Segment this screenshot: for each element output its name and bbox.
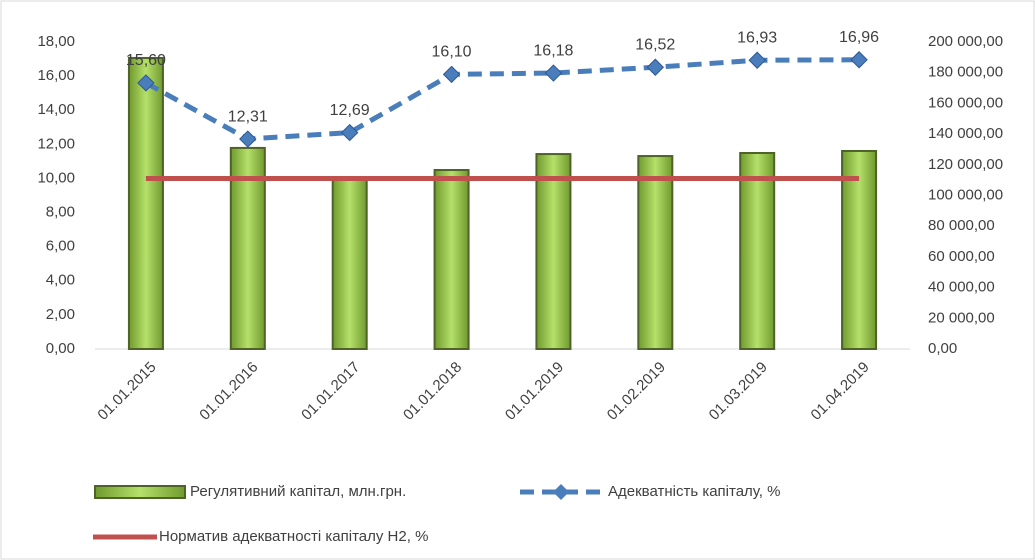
y2-tick-label: 60 000,00 (928, 248, 995, 265)
y-tick-label: 8,00 (46, 204, 75, 221)
bar (739, 151, 776, 350)
y2-tick-label: 180 000,00 (928, 64, 1003, 81)
y2-tick-label: 0,00 (928, 340, 957, 357)
line-series (144, 57, 860, 142)
y2-tick-label: 160 000,00 (928, 94, 1003, 111)
data-label: 16,93 (737, 29, 777, 46)
legend-label: Норматив адекватності капіталу Н2, % (159, 528, 428, 545)
bar (637, 155, 674, 350)
y2-tick-label: 40 000,00 (928, 279, 995, 296)
data-label: 16,96 (839, 29, 879, 46)
y2-tick-label: 20 000,00 (928, 309, 995, 326)
y-tick-label: 4,00 (46, 272, 75, 289)
line-marker (340, 123, 359, 142)
y-tick-label: 0,00 (46, 340, 75, 357)
y-tick-label: 6,00 (46, 238, 75, 255)
data-label: 16,52 (635, 36, 675, 53)
y2-tick-label: 200 000,00 (928, 33, 1003, 50)
legend-marker (553, 484, 569, 500)
legend-label: Адекватність капіталу, % (608, 483, 780, 500)
y2-tick-label: 120 000,00 (928, 156, 1003, 173)
line-marker (544, 64, 563, 82)
data-label: 15,60 (126, 52, 166, 69)
y2-tick-label: 140 000,00 (928, 125, 1003, 142)
data-label: 12,69 (330, 102, 370, 119)
bar (127, 56, 164, 351)
data-label: 16,10 (432, 44, 472, 61)
line-marker (239, 130, 257, 148)
data-label: 12,31 (228, 108, 268, 125)
bar (841, 149, 878, 350)
bar (331, 177, 368, 350)
bar (229, 146, 266, 350)
legend-swatch (94, 485, 186, 499)
y-tick-label: 12,00 (37, 135, 75, 152)
line-marker (442, 65, 461, 84)
bar (433, 169, 470, 350)
line-marker (748, 51, 766, 69)
line-marker (850, 51, 868, 69)
data-label: 16,18 (533, 42, 573, 59)
line-marker (646, 58, 665, 76)
y-tick-label: 10,00 (37, 169, 75, 186)
legend-label: Регулятивний капітал, млн.грн. (190, 483, 406, 500)
bar (535, 153, 572, 350)
y-tick-label: 14,00 (37, 101, 75, 118)
y-tick-label: 16,00 (37, 67, 75, 84)
line-marker (137, 74, 155, 92)
y-tick-label: 18,00 (37, 33, 75, 50)
y2-tick-label: 100 000,00 (928, 186, 1003, 203)
y2-tick-label: 80 000,00 (928, 217, 995, 234)
y-tick-label: 2,00 (46, 306, 75, 323)
